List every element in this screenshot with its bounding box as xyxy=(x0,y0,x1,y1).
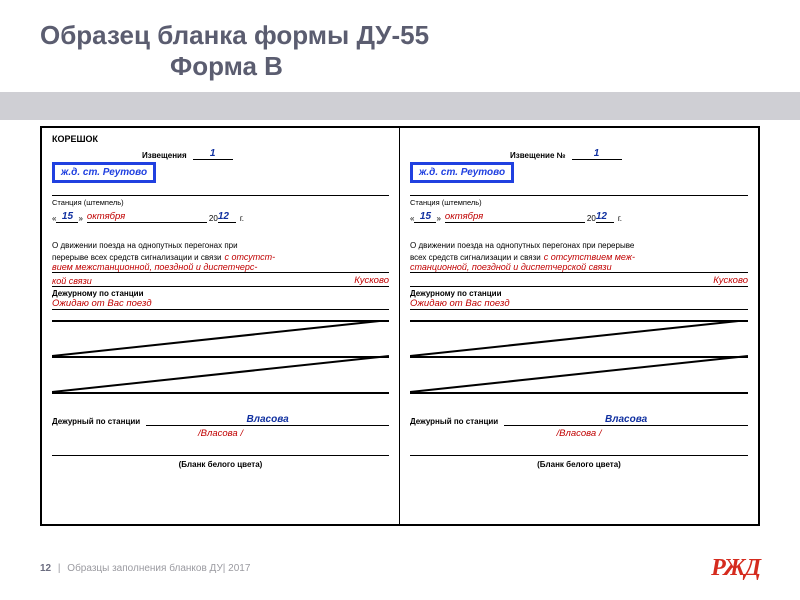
date-year: 12 xyxy=(596,211,607,222)
blank-note: (Бланк белого цвета) xyxy=(52,460,389,469)
notice-number: 1 xyxy=(594,148,600,159)
dezh-to-station: Дежурному по станции xyxy=(410,289,748,298)
zigzag-lines xyxy=(52,320,389,392)
slide: Образец бланка формы ДУ-55 Форма В КОРЕШ… xyxy=(0,0,800,600)
station-stamp-label: Станция (штемпель) xyxy=(52,198,389,207)
red-text-2: станционной, поездной и диспетчерской св… xyxy=(410,262,612,272)
station-box: ж.д. ст. Реутово xyxy=(52,162,156,183)
notice-number: 1 xyxy=(210,148,216,159)
dezh-to-station: Дежурному по станции xyxy=(52,289,389,298)
form-left: КОРЕШОК Извещения 1 ж.д. ст. Реутово Ста… xyxy=(42,128,400,524)
page-number: 12 xyxy=(40,563,51,574)
kuskovo: Кусково xyxy=(713,275,748,286)
expect-train: Ожидаю от Вас поезд xyxy=(410,298,510,309)
gray-bar xyxy=(0,92,800,120)
forms-wrap: КОРЕШОК Извещения 1 ж.д. ст. Реутово Ста… xyxy=(40,126,760,526)
red-text-3: кой связи xyxy=(52,276,92,286)
form-right: Извещение № 1 ж.д. ст. Реутово Станция (… xyxy=(400,128,758,524)
expect-train: Ожидаю от Вас поезд xyxy=(52,298,152,309)
blank-note: (Бланк белого цвета) xyxy=(410,460,748,469)
date-month: октября xyxy=(445,211,483,222)
notice-label: Извещения xyxy=(142,151,187,160)
station-stamp-label: Станция (штемпель) xyxy=(410,198,748,207)
body-line1: О движении поезда на однопутных перегона… xyxy=(410,241,748,250)
notice-label: Извещение № xyxy=(510,151,566,160)
signature-print: /Власова / xyxy=(198,428,243,439)
signature: Власова xyxy=(247,414,289,425)
date-day: 15 xyxy=(420,211,431,222)
dezh-by-station: Дежурный по станции xyxy=(52,417,140,426)
page-subtitle: Форма В xyxy=(170,51,760,82)
date-year: 12 xyxy=(218,211,229,222)
station-box: ж.д. ст. Реутово xyxy=(410,162,514,183)
footer-left: 12 | Образцы заполнения бланков ДУ| 2017 xyxy=(40,563,250,574)
red-text-2: вием межстанционной, поездной и диспетче… xyxy=(52,262,257,272)
left-header: КОРЕШОК xyxy=(52,134,389,144)
red-text-1: с отсутствием меж- xyxy=(544,252,635,262)
kuskovo: Кусково xyxy=(354,275,389,286)
red-text-1: с отсутст- xyxy=(224,252,275,262)
footer-text: Образцы заполнения бланков ДУ| 2017 xyxy=(67,563,250,574)
footer: 12 | Образцы заполнения бланков ДУ| 2017… xyxy=(40,555,760,582)
zigzag-lines xyxy=(410,320,748,392)
rzd-logo: РЖД xyxy=(711,555,760,582)
body-line2: всех средств сигнализации и связи xyxy=(410,253,541,262)
dezh-by-station: Дежурный по станции xyxy=(410,417,498,426)
title-area: Образец бланка формы ДУ-55 Форма В xyxy=(0,0,800,82)
body-line1: О движении поезда на однопутных перегона… xyxy=(52,241,389,250)
body-line2: перерыве всех средств сигнализации и свя… xyxy=(52,253,221,262)
date-month: октября xyxy=(87,211,125,222)
signature-print: /Власова / xyxy=(557,428,602,439)
page-title: Образец бланка формы ДУ-55 xyxy=(40,20,760,51)
date-day: 15 xyxy=(62,211,73,222)
signature: Власова xyxy=(605,414,647,425)
